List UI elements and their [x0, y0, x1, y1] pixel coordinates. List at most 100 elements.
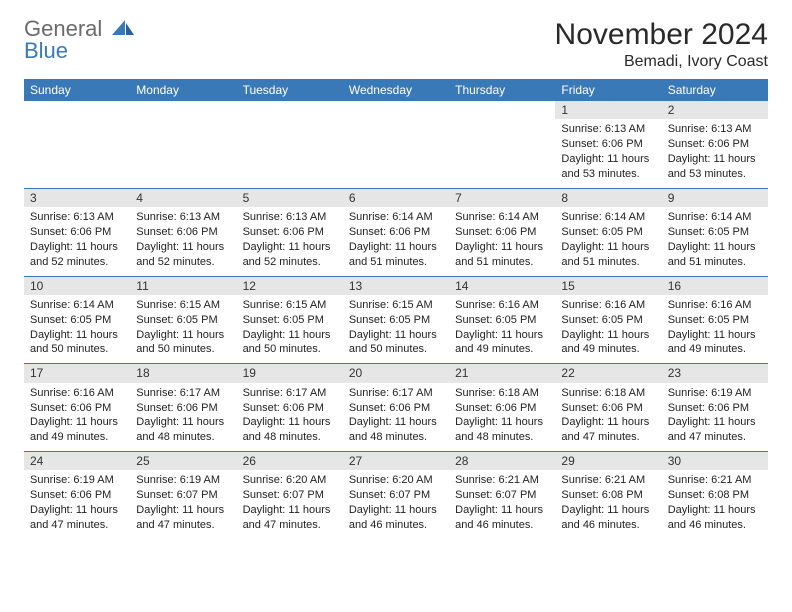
logo-text: General Blue: [24, 18, 134, 62]
sunset-text: Sunset: 6:05 PM: [30, 313, 124, 328]
day-content: Sunrise: 6:14 AMSunset: 6:06 PMDaylight:…: [455, 210, 549, 269]
day-number: 11: [130, 277, 236, 295]
sail-icon: [112, 18, 134, 40]
sunset-text: Sunset: 6:06 PM: [30, 488, 124, 503]
sunrise-text: Sunrise: 6:17 AM: [349, 386, 443, 401]
sunrise-text: Sunrise: 6:20 AM: [349, 473, 443, 488]
day-content: Sunrise: 6:19 AMSunset: 6:07 PMDaylight:…: [136, 473, 230, 532]
sunrise-text: Sunrise: 6:13 AM: [561, 122, 655, 137]
daylight-text: Daylight: 11 hours and 50 minutes.: [243, 328, 337, 358]
day-content: Sunrise: 6:19 AMSunset: 6:06 PMDaylight:…: [30, 473, 124, 532]
sunrise-text: Sunrise: 6:21 AM: [668, 473, 762, 488]
day-content: Sunrise: 6:18 AMSunset: 6:06 PMDaylight:…: [455, 386, 549, 445]
day-number: 4: [130, 189, 236, 207]
calendar-cell: 2Sunrise: 6:13 AMSunset: 6:06 PMDaylight…: [662, 101, 768, 188]
calendar-cell: 24 Sunrise: 6:19 AMSunset: 6:06 PMDayligh…: [24, 452, 130, 539]
calendar-cell: 6Sunrise: 6:14 AMSunset: 6:06 PMDaylight…: [343, 188, 449, 276]
sunset-text: Sunset: 6:07 PM: [455, 488, 549, 503]
day-number: 29: [555, 452, 661, 470]
day-number: 5: [237, 189, 343, 207]
sunset-text: Sunset: 6:06 PM: [349, 225, 443, 240]
day-number: 1: [555, 101, 661, 119]
day-content: Sunrise: 6:21 AMSunset: 6:08 PMDaylight:…: [561, 473, 655, 532]
sunrise-text: Sunrise: 6:21 AM: [561, 473, 655, 488]
day-content: Sunrise: 6:17 AMSunset: 6:06 PMDaylight:…: [136, 386, 230, 445]
sunset-text: Sunset: 6:05 PM: [668, 313, 762, 328]
calendar-cell: 10Sunrise: 6:14 AMSunset: 6:05 PMDayligh…: [24, 276, 130, 364]
sunrise-text: Sunrise: 6:14 AM: [668, 210, 762, 225]
daylight-text: Daylight: 11 hours and 47 minutes.: [30, 503, 124, 533]
calendar-cell: 18Sunrise: 6:17 AMSunset: 6:06 PMDayligh…: [130, 364, 236, 452]
daylight-text: Daylight: 11 hours and 47 minutes.: [668, 415, 762, 445]
day-content: Sunrise: 6:13 AMSunset: 6:06 PMDaylight:…: [243, 210, 337, 269]
day-content: Sunrise: 6:13 AMSunset: 6:06 PMDaylight:…: [561, 122, 655, 181]
sunset-text: Sunset: 6:06 PM: [136, 225, 230, 240]
daylight-text: Daylight: 11 hours and 51 minutes.: [561, 240, 655, 270]
calendar-cell: 19Sunrise: 6:17 AMSunset: 6:06 PMDayligh…: [237, 364, 343, 452]
calendar-cell: 16Sunrise: 6:16 AMSunset: 6:05 PMDayligh…: [662, 276, 768, 364]
sunrise-text: Sunrise: 6:16 AM: [561, 298, 655, 313]
sunrise-text: Sunrise: 6:17 AM: [243, 386, 337, 401]
day-content: Sunrise: 6:20 AMSunset: 6:07 PMDaylight:…: [349, 473, 443, 532]
calendar-cell: 4 Sunrise: 6:13 AMSunset: 6:06 PMDaylight…: [130, 188, 236, 276]
day-header: Saturday: [662, 79, 768, 101]
calendar-cell: 28Sunrise: 6:21 AMSunset: 6:07 PMDayligh…: [449, 452, 555, 539]
day-number: 10: [24, 277, 130, 295]
day-header: Friday: [555, 79, 661, 101]
day-content: Sunrise: 6:14 AMSunset: 6:06 PMDaylight:…: [349, 210, 443, 269]
sunset-text: Sunset: 6:06 PM: [561, 137, 655, 152]
sunrise-text: Sunrise: 6:19 AM: [30, 473, 124, 488]
sunrise-text: Sunrise: 6:15 AM: [243, 298, 337, 313]
day-number: 8: [555, 189, 661, 207]
day-number: 20: [343, 364, 449, 382]
calendar-cell: 7Sunrise: 6:14 AMSunset: 6:06 PMDaylight…: [449, 188, 555, 276]
sunrise-text: Sunrise: 6:13 AM: [30, 210, 124, 225]
day-content: Sunrise: 6:13 AMSunset: 6:06 PMDaylight:…: [136, 210, 230, 269]
calendar-cell: 13Sunrise: 6:15 AMSunset: 6:05 PMDayligh…: [343, 276, 449, 364]
sunrise-text: Sunrise: 6:18 AM: [561, 386, 655, 401]
sunrise-text: Sunrise: 6:14 AM: [455, 210, 549, 225]
calendar-page: General Blue November 2024 Bemadi, Ivory…: [0, 0, 792, 539]
day-content: Sunrise: 6:16 AMSunset: 6:05 PMDaylight:…: [668, 298, 762, 357]
calendar-cell: .: [343, 101, 449, 188]
calendar-cell: 12Sunrise: 6:15 AMSunset: 6:05 PMDayligh…: [237, 276, 343, 364]
sunrise-text: Sunrise: 6:18 AM: [455, 386, 549, 401]
calendar-week: .....1Sunrise: 6:13 AMSunset: 6:06 PMDay…: [24, 101, 768, 188]
sunset-text: Sunset: 6:05 PM: [455, 313, 549, 328]
daylight-text: Daylight: 11 hours and 51 minutes.: [349, 240, 443, 270]
daylight-text: Daylight: 11 hours and 50 minutes.: [136, 328, 230, 358]
day-content: Sunrise: 6:21 AMSunset: 6:07 PMDaylight:…: [455, 473, 549, 532]
calendar-cell: 20Sunrise: 6:17 AMSunset: 6:06 PMDayligh…: [343, 364, 449, 452]
daylight-text: Daylight: 11 hours and 49 minutes.: [455, 328, 549, 358]
day-number: 9: [662, 189, 768, 207]
day-number: 14: [449, 277, 555, 295]
calendar-cell: 5 Sunrise: 6:13 AMSunset: 6:06 PMDaylight…: [237, 188, 343, 276]
calendar-cell: 15Sunrise: 6:16 AMSunset: 6:05 PMDayligh…: [555, 276, 661, 364]
day-number: 24: [24, 452, 130, 470]
daylight-text: Daylight: 11 hours and 46 minutes.: [349, 503, 443, 533]
day-number: 19: [237, 364, 343, 382]
daylight-text: Daylight: 11 hours and 48 minutes.: [243, 415, 337, 445]
calendar-cell: 1 Sunrise: 6:13 AMSunset: 6:06 PMDaylight…: [555, 101, 661, 188]
sunrise-text: Sunrise: 6:19 AM: [136, 473, 230, 488]
sunrise-text: Sunrise: 6:15 AM: [136, 298, 230, 313]
sunset-text: Sunset: 6:07 PM: [349, 488, 443, 503]
daylight-text: Daylight: 11 hours and 51 minutes.: [455, 240, 549, 270]
calendar-cell: 14Sunrise: 6:16 AMSunset: 6:05 PMDayligh…: [449, 276, 555, 364]
calendar-cell: .: [130, 101, 236, 188]
sunset-text: Sunset: 6:06 PM: [243, 225, 337, 240]
daylight-text: Daylight: 11 hours and 46 minutes.: [668, 503, 762, 533]
calendar-cell: 17Sunrise: 6:16 AMSunset: 6:06 PMDayligh…: [24, 364, 130, 452]
daylight-text: Daylight: 11 hours and 47 minutes.: [561, 415, 655, 445]
day-content: Sunrise: 6:13 AMSunset: 6:06 PMDaylight:…: [30, 210, 124, 269]
sunset-text: Sunset: 6:06 PM: [30, 225, 124, 240]
sunset-text: Sunset: 6:06 PM: [561, 401, 655, 416]
calendar-cell: 3Sunrise: 6:13 AMSunset: 6:06 PMDaylight…: [24, 188, 130, 276]
sunrise-text: Sunrise: 6:17 AM: [136, 386, 230, 401]
sunset-text: Sunset: 6:07 PM: [136, 488, 230, 503]
day-number: 13: [343, 277, 449, 295]
sunrise-text: Sunrise: 6:15 AM: [349, 298, 443, 313]
calendar-cell: 23Sunrise: 6:19 AMSunset: 6:06 PMDayligh…: [662, 364, 768, 452]
daylight-text: Daylight: 11 hours and 52 minutes.: [243, 240, 337, 270]
day-content: Sunrise: 6:14 AMSunset: 6:05 PMDaylight:…: [668, 210, 762, 269]
